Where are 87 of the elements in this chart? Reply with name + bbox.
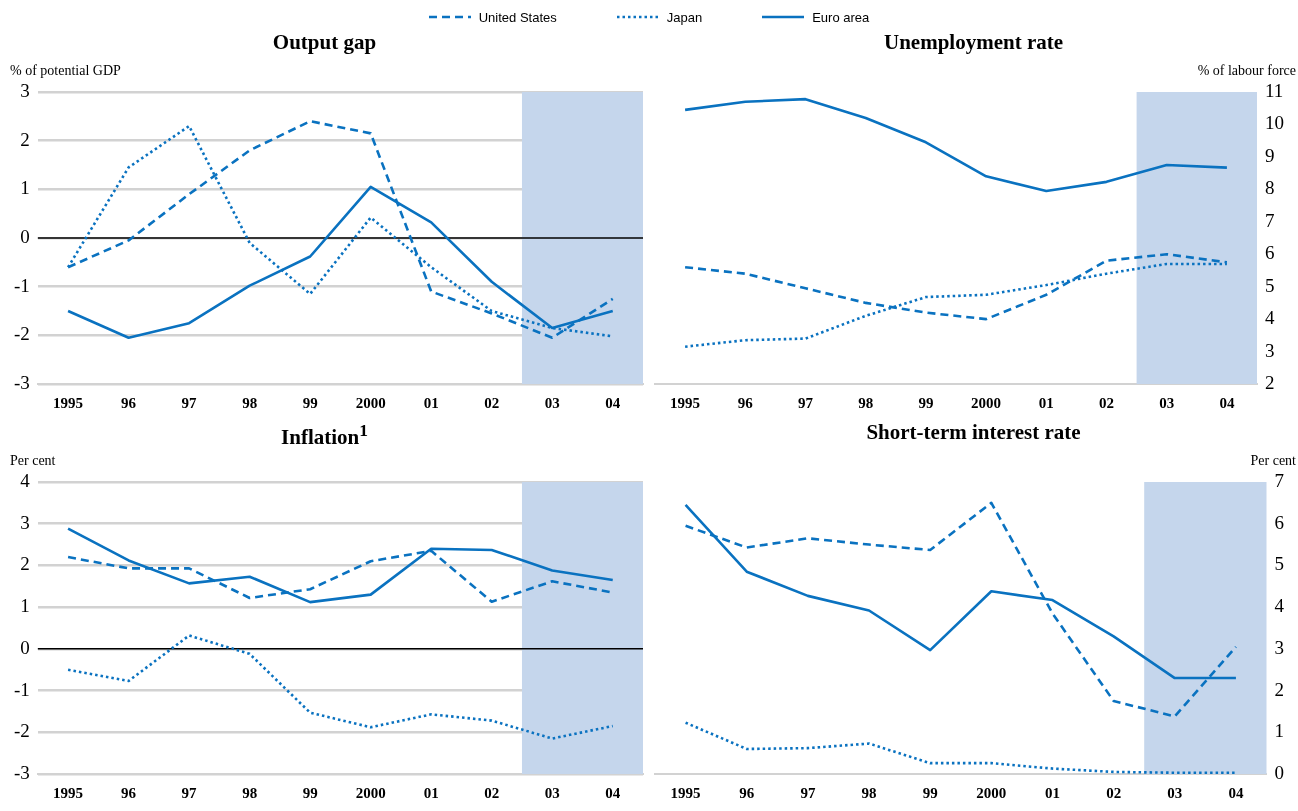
y2-tick-label: 4 bbox=[1274, 595, 1285, 617]
y-axis-title: Per cent bbox=[10, 452, 56, 468]
x-tick-label: 04 bbox=[605, 784, 621, 801]
chart-title: Inflation$^{1}$ bbox=[280, 420, 369, 450]
x-tick-label: 02 bbox=[1099, 394, 1114, 411]
y-tick-label: 4 bbox=[20, 469, 31, 491]
x-tick-label: 96 bbox=[121, 394, 137, 411]
legend-label: United States bbox=[478, 9, 557, 25]
y-tick-label: -3 bbox=[14, 761, 30, 783]
y-tick-label: 1 bbox=[20, 177, 30, 199]
legend-label: Euro area bbox=[812, 9, 870, 25]
y2-tick-label: 5 bbox=[1274, 553, 1284, 575]
y-tick-label: 2 bbox=[20, 128, 30, 150]
line-series bbox=[684, 721, 1238, 774]
x-tick-label: 98 bbox=[861, 784, 877, 801]
x-tick-label: 02 bbox=[1106, 784, 1122, 801]
line-series bbox=[684, 501, 1238, 718]
y2-tick-label: 10 bbox=[1265, 112, 1284, 134]
x-tick-label: 1995 bbox=[53, 394, 84, 411]
y-tick-label: -1 bbox=[14, 678, 30, 700]
line-series bbox=[66, 634, 615, 740]
x-tick-label: 97 bbox=[798, 394, 814, 411]
y2-axis-title: % of labour force bbox=[1197, 62, 1296, 78]
x-tick-label: 01 bbox=[1044, 784, 1060, 801]
x-tick-label: 99 bbox=[302, 394, 318, 411]
y-tick-label: 2 bbox=[20, 553, 30, 575]
x-tick-label: 03 bbox=[1167, 784, 1183, 801]
y-tick-label: 0 bbox=[20, 636, 30, 658]
y2-tick-label: 2 bbox=[1274, 678, 1284, 700]
x-tick-label: 2000 bbox=[971, 394, 1002, 411]
x-tick-label: 98 bbox=[242, 394, 258, 411]
x-tick-label: 01 bbox=[423, 394, 439, 411]
y-tick-label: -1 bbox=[14, 274, 30, 296]
y2-tick-label: 9 bbox=[1265, 144, 1275, 166]
y2-tick-label: 3 bbox=[1274, 636, 1284, 658]
x-tick-label: 99 bbox=[922, 784, 938, 801]
x-tick-label: 99 bbox=[302, 784, 318, 801]
y-tick-label: 3 bbox=[20, 511, 30, 533]
x-tick-label: 97 bbox=[181, 394, 198, 411]
x-tick-label: 04 bbox=[1219, 394, 1235, 411]
x-tick-label: 2000 bbox=[355, 784, 386, 801]
x-tick-label: 01 bbox=[423, 784, 439, 801]
y2-tick-label: 3 bbox=[1265, 339, 1275, 361]
x-tick-label: 96 bbox=[121, 784, 137, 801]
x-tick-label: 97 bbox=[800, 784, 816, 801]
y-tick-label: -3 bbox=[14, 371, 30, 393]
y-tick-label: -2 bbox=[14, 720, 30, 742]
x-tick-label: 1995 bbox=[670, 394, 701, 411]
x-tick-label: 04 bbox=[1228, 784, 1244, 801]
y2-tick-label: 1 bbox=[1274, 720, 1284, 742]
x-tick-label: 2000 bbox=[355, 394, 386, 411]
y-tick-label: 1 bbox=[20, 595, 30, 617]
x-tick-label: 01 bbox=[1038, 394, 1054, 411]
y2-axis-title: Per cent bbox=[1250, 452, 1297, 468]
x-tick-label: 97 bbox=[181, 784, 198, 801]
chart-title: Short-term interest rate bbox=[865, 420, 1082, 445]
x-tick-label: 03 bbox=[544, 784, 560, 801]
y2-tick-label: 6 bbox=[1274, 511, 1284, 533]
y2-tick-label: 4 bbox=[1265, 307, 1275, 329]
x-tick-label: 02 bbox=[484, 784, 500, 801]
x-tick-label: 02 bbox=[484, 394, 500, 411]
x-tick-label: 03 bbox=[544, 394, 560, 411]
x-tick-label: 98 bbox=[242, 784, 258, 801]
y2-tick-label: 6 bbox=[1265, 242, 1275, 264]
y-tick-label: 3 bbox=[20, 79, 30, 101]
x-tick-label: 96 bbox=[739, 784, 755, 801]
x-tick-label: 99 bbox=[918, 394, 934, 411]
y2-tick-label: 8 bbox=[1265, 177, 1275, 199]
y-tick-label: -2 bbox=[14, 323, 30, 345]
x-tick-label: 96 bbox=[737, 394, 754, 411]
chart-title: Output gap bbox=[271, 30, 378, 55]
y-axis-title: % of potential GDP bbox=[10, 62, 122, 78]
legend-label: Japan bbox=[666, 9, 703, 25]
chart-title: Unemployment rate bbox=[882, 30, 1064, 55]
x-tick-label: 1995 bbox=[670, 784, 701, 801]
y2-tick-label: 7 bbox=[1274, 469, 1284, 491]
y2-tick-label: 11 bbox=[1265, 79, 1284, 101]
y2-tick-label: 2 bbox=[1265, 371, 1275, 393]
y2-tick-label: 5 bbox=[1265, 274, 1275, 296]
x-tick-label: 2000 bbox=[976, 784, 1007, 801]
y2-tick-label: 7 bbox=[1265, 209, 1275, 231]
y-tick-label: 0 bbox=[20, 225, 30, 247]
y2-tick-label: 0 bbox=[1274, 761, 1284, 783]
x-tick-label: 04 bbox=[605, 394, 621, 411]
x-tick-label: 1995 bbox=[53, 784, 84, 801]
x-tick-label: 98 bbox=[858, 394, 874, 411]
x-tick-label: 03 bbox=[1159, 394, 1175, 411]
